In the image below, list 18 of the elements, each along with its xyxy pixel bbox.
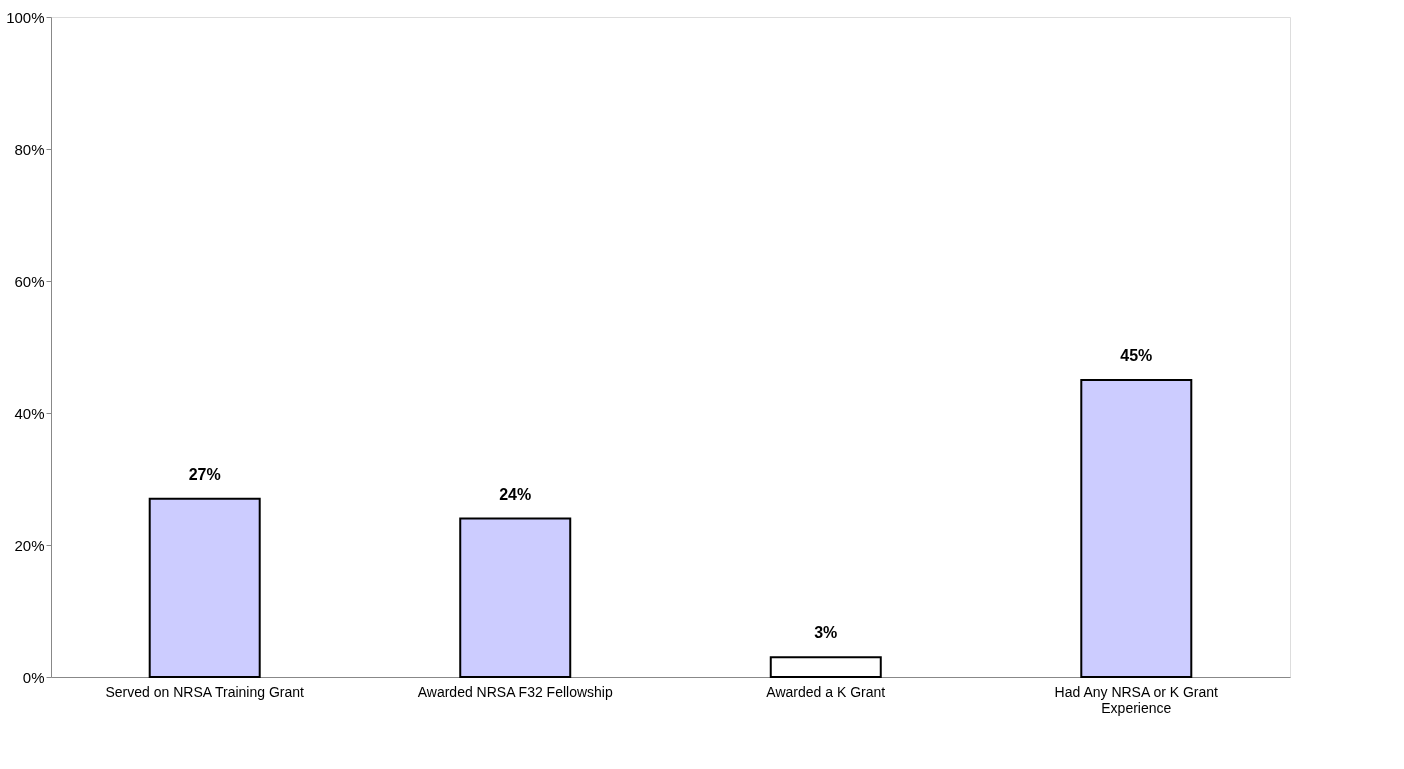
y-tick-label: 100% <box>6 8 45 26</box>
bar <box>1080 379 1193 678</box>
x-tick-label: Had Any NRSA or K Grant Experience <box>1054 683 1219 716</box>
y-tick-label: 40% <box>14 404 45 422</box>
y-tick-label: 0% <box>22 668 45 686</box>
y-tick-label: 80% <box>14 140 45 158</box>
bar <box>459 517 572 678</box>
data-label: 45% <box>1120 347 1153 364</box>
x-tick-label: Served on NRSA Training Grant <box>105 683 305 700</box>
x-tick-label: Awarded NRSA F32 Fellowship <box>417 683 613 700</box>
data-label: 24% <box>499 485 532 503</box>
y-tick-label: 20% <box>14 536 45 554</box>
bar <box>769 656 882 678</box>
y-tick-label: 60% <box>14 272 45 290</box>
data-label: 27% <box>188 465 221 483</box>
data-label: 3% <box>814 624 838 642</box>
x-tick-label: Awarded a K Grant <box>766 683 886 700</box>
bar <box>148 497 261 678</box>
